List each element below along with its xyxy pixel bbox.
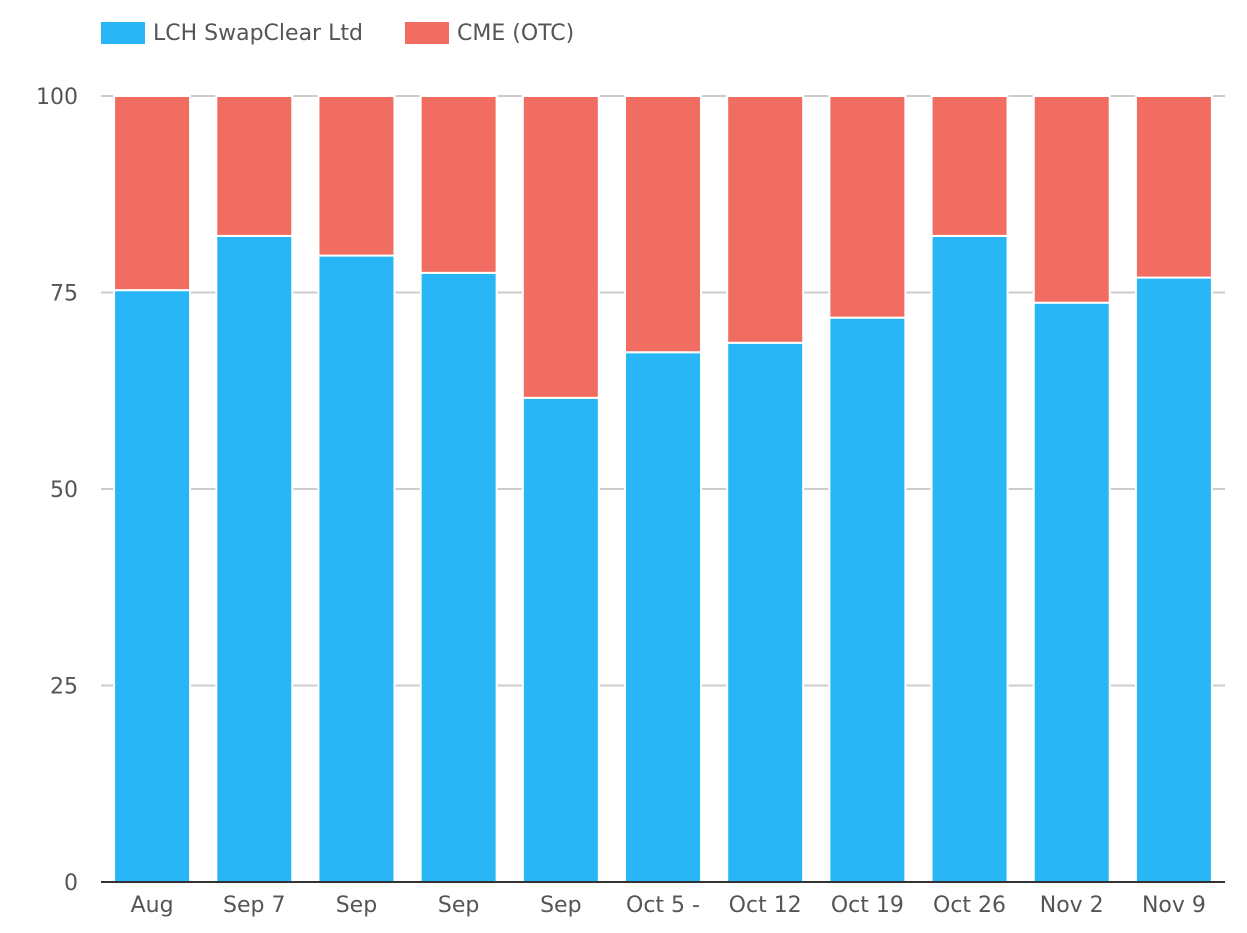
bar-segment[interactable] <box>521 396 600 883</box>
legend-item[interactable]: CME (OTC) <box>405 21 574 46</box>
x-tick-label: Oct 5 - <box>626 893 700 918</box>
x-tick-label: Oct 26 <box>933 893 1006 918</box>
bar-segment[interactable] <box>317 95 396 257</box>
y-tick-label: 0 <box>64 871 78 896</box>
x-tick-label: Sep 7 <box>223 893 285 918</box>
x-axis-tick-labels: Aug Sep 7 Sep Sep Sep Oct 5 - Oct 12 Oct 19 Oct … <box>131 893 1206 918</box>
bar-segment[interactable] <box>419 271 498 884</box>
x-tick-label: Oct 12 <box>729 893 802 918</box>
legend-label: LCH SwapClear Ltd <box>153 21 363 46</box>
bar-segment[interactable] <box>419 95 498 274</box>
y-axis-tick-labels: 0 25 50 75 100 <box>36 85 78 896</box>
x-tick-label: Sep <box>336 893 377 918</box>
bar-segment[interactable] <box>317 254 396 884</box>
bar-segment[interactable] <box>1134 276 1213 884</box>
x-tick-label: Sep <box>438 893 479 918</box>
bar-segment[interactable] <box>1032 301 1111 883</box>
x-tick-label: Nov 2 <box>1040 893 1104 918</box>
bar-segment[interactable] <box>521 95 600 399</box>
bar-segment[interactable] <box>215 95 294 237</box>
x-tick-label: Aug <box>131 893 174 918</box>
bar-segment[interactable] <box>930 234 1009 883</box>
x-tick-label: Oct 19 <box>831 893 904 918</box>
bar-segment[interactable] <box>113 95 192 292</box>
y-tick-label: 75 <box>50 282 78 307</box>
legend-label: CME (OTC) <box>457 21 574 46</box>
bar-segment[interactable] <box>113 289 192 883</box>
bar-segment[interactable] <box>624 351 702 883</box>
bar-segment[interactable] <box>726 341 805 883</box>
bar-segment[interactable] <box>726 95 805 344</box>
x-tick-label: Sep <box>540 893 581 918</box>
x-tick-label: Nov 9 <box>1142 893 1206 918</box>
legend: LCH SwapClear Ltd CME (OTC) <box>101 21 574 46</box>
y-tick-label: 50 <box>50 478 78 503</box>
y-tick-label: 25 <box>50 675 78 700</box>
y-tick-label: 100 <box>36 85 78 110</box>
bar-segment[interactable] <box>828 95 907 319</box>
bar-segment[interactable] <box>624 95 702 354</box>
bars <box>113 95 1213 884</box>
legend-swatch <box>405 22 449 44</box>
bar-segment[interactable] <box>215 234 294 883</box>
bar-segment[interactable] <box>1032 95 1111 304</box>
legend-swatch <box>101 22 145 44</box>
legend-item[interactable]: LCH SwapClear Ltd <box>101 21 363 46</box>
bar-segment[interactable] <box>828 316 907 884</box>
bar-segment[interactable] <box>930 95 1009 237</box>
bar-segment[interactable] <box>1134 95 1213 279</box>
